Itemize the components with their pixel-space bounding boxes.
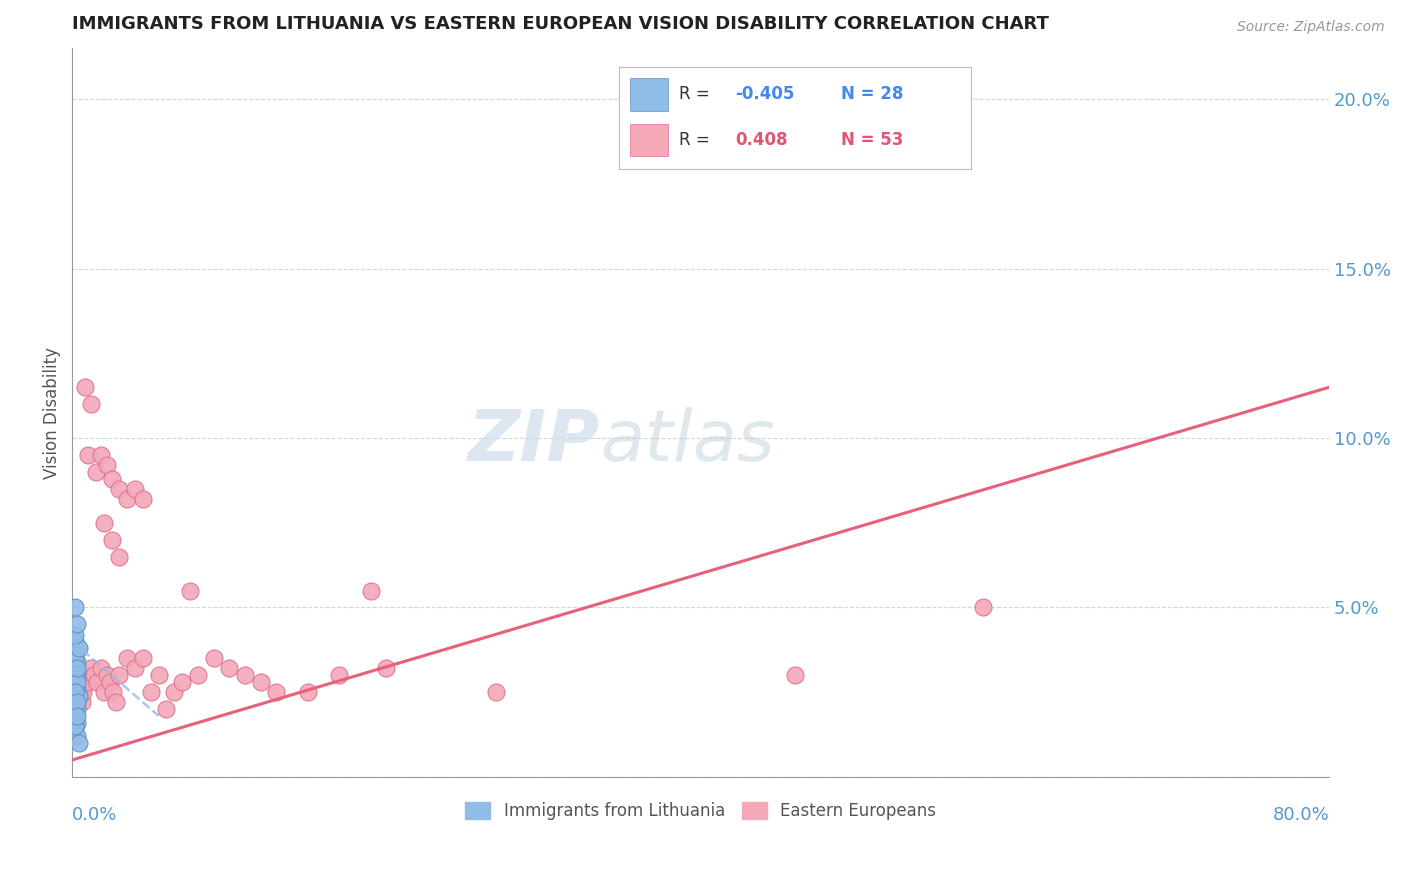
Point [65, 723, 87, 737]
Point [67, 736, 90, 750]
Point [73, 668, 96, 682]
Point [297, 685, 319, 699]
Point [65, 675, 87, 690]
Point [249, 675, 271, 690]
Point [84, 465, 107, 479]
Point [65, 651, 87, 665]
Point [202, 651, 225, 665]
Point [65, 685, 87, 699]
Point [124, 661, 146, 675]
Text: 0.0%: 0.0% [72, 806, 118, 824]
Point [783, 668, 806, 682]
Point [101, 685, 124, 699]
Point [328, 668, 350, 682]
Point [67, 641, 90, 656]
Point [485, 685, 508, 699]
Y-axis label: Vision Disability: Vision Disability [44, 347, 60, 479]
Point [66, 641, 89, 656]
Point [172, 675, 194, 690]
Point [77, 448, 100, 462]
Point [66, 668, 89, 682]
Point [132, 491, 155, 506]
Text: ZIP: ZIP [468, 408, 600, 476]
Point [100, 472, 122, 486]
Text: 80.0%: 80.0% [1272, 806, 1329, 824]
Point [972, 600, 994, 615]
Point [69, 685, 91, 699]
Point [65, 600, 87, 615]
Point [148, 668, 170, 682]
Point [86, 675, 108, 690]
Point [67, 675, 90, 690]
Point [80, 397, 103, 411]
Point [66, 668, 89, 682]
Point [77, 675, 100, 690]
Point [132, 651, 155, 665]
Point [66, 617, 89, 632]
Text: Source: ZipAtlas.com: Source: ZipAtlas.com [1237, 20, 1385, 34]
Point [108, 668, 131, 682]
Point [96, 458, 118, 472]
Point [66, 655, 89, 669]
Point [179, 583, 201, 598]
Point [66, 729, 89, 743]
Point [108, 482, 131, 496]
Point [124, 482, 146, 496]
Point [83, 668, 105, 682]
Point [66, 675, 89, 690]
Point [93, 516, 115, 530]
Point [187, 668, 209, 682]
Text: atlas: atlas [600, 408, 775, 476]
Point [66, 661, 89, 675]
Point [65, 668, 87, 682]
Point [65, 719, 87, 733]
Point [66, 702, 89, 716]
Point [66, 709, 89, 723]
Point [375, 661, 398, 675]
Point [360, 583, 382, 598]
Point [65, 695, 87, 709]
Point [100, 533, 122, 547]
Point [65, 648, 87, 662]
Point [96, 668, 118, 682]
Point [233, 668, 256, 682]
Point [65, 661, 87, 675]
Point [65, 627, 87, 641]
Point [105, 695, 128, 709]
Point [72, 685, 94, 699]
Point [98, 675, 121, 690]
Point [65, 709, 87, 723]
Point [93, 685, 115, 699]
Point [70, 695, 93, 709]
Text: IMMIGRANTS FROM LITHUANIA VS EASTERN EUROPEAN VISION DISABILITY CORRELATION CHAR: IMMIGRANTS FROM LITHUANIA VS EASTERN EUR… [72, 15, 1049, 33]
Point [89, 448, 111, 462]
Point [67, 689, 90, 703]
Point [115, 491, 138, 506]
Point [65, 634, 87, 648]
Point [73, 380, 96, 394]
Point [66, 715, 89, 730]
Point [66, 695, 89, 709]
Point [115, 651, 138, 665]
Point [108, 549, 131, 564]
Point [89, 661, 111, 675]
Legend: Immigrants from Lithuania, Eastern Europeans: Immigrants from Lithuania, Eastern Europ… [458, 796, 942, 827]
Point [80, 661, 103, 675]
Point [266, 685, 288, 699]
Point [218, 661, 240, 675]
Point [155, 702, 177, 716]
Point [163, 685, 186, 699]
Point [139, 685, 162, 699]
Point [66, 681, 89, 696]
